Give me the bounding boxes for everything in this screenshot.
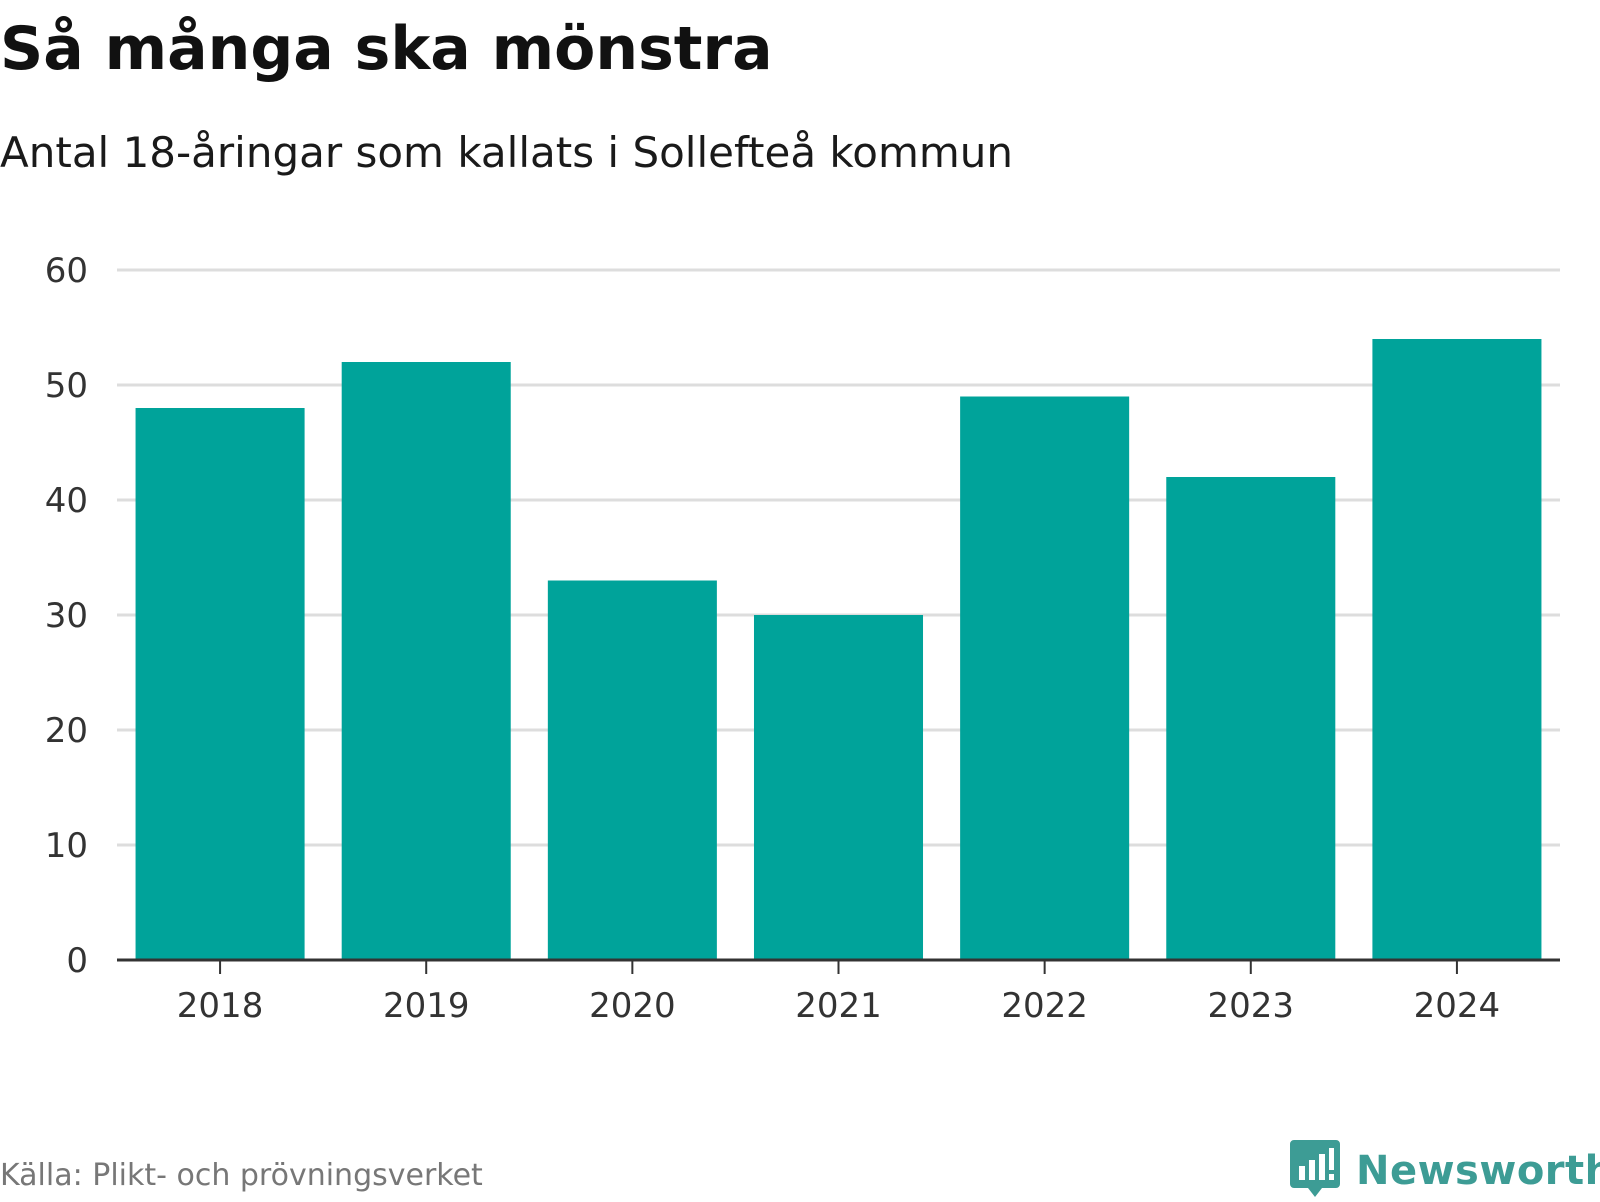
bar-2018[interactable] — [135, 408, 305, 960]
x-tick-label: 2018 — [177, 986, 264, 1026]
bar-2023[interactable] — [1166, 477, 1336, 960]
bar-2022[interactable] — [960, 396, 1130, 961]
x-tick-label: 2021 — [795, 986, 882, 1026]
bar-2024[interactable] — [1372, 339, 1542, 960]
y-tick-label: 0 — [66, 941, 88, 981]
x-tick-label: 2020 — [589, 986, 676, 1026]
y-tick-label: 50 — [45, 366, 88, 406]
chart-title: Så många ska mönstra — [0, 14, 773, 84]
source-note: Källa: Plikt- och prövningsverket — [0, 1158, 483, 1193]
bar-chart-speech-bubble-icon — [1290, 1140, 1340, 1202]
brand-name: Newsworthy — [1356, 1148, 1600, 1194]
brand-logo: Newsworthy — [1290, 1140, 1600, 1202]
y-tick-label: 30 — [45, 596, 88, 636]
x-tick-label: 2022 — [1001, 986, 1088, 1026]
y-tick-label: 40 — [45, 481, 88, 521]
y-tick-label: 10 — [45, 826, 88, 866]
bar-2019[interactable] — [341, 362, 511, 960]
bar-2021[interactable] — [753, 615, 924, 960]
axes: 0 10 20 30 40 50 60 2018 2019 2020 2021 2022 2023 202… — [45, 251, 1560, 1026]
x-tick-label: 2024 — [1414, 986, 1501, 1026]
bars — [135, 339, 1542, 961]
y-tick-label: 60 — [45, 251, 88, 291]
chart-subtitle: Antal 18-åringar som kallats i Sollefteå… — [0, 128, 1014, 177]
x-tick-label: 2019 — [383, 986, 470, 1026]
bar-2020[interactable] — [547, 580, 717, 961]
y-tick-label: 20 — [45, 711, 88, 751]
x-tick-label: 2023 — [1208, 986, 1295, 1026]
